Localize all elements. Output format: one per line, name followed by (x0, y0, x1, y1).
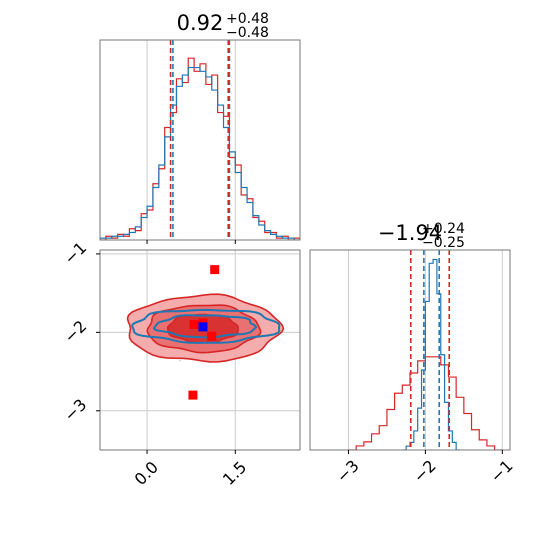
hist-blue-param-1 (100, 66, 300, 240)
title-param-2-value: −1.94 (378, 221, 442, 245)
joint-panel: 0.0 1.5 −1 −2 −3 (60, 238, 301, 489)
quantile-lines-param-2 (409, 250, 451, 450)
title-param-1-value: 0.92 (177, 11, 224, 35)
marker-blue (198, 322, 208, 332)
contour-blue-level (152, 314, 258, 339)
ytick-label: −3 (60, 395, 90, 425)
xtick-label: 0.0 (131, 458, 162, 489)
hist-red-param-1 (100, 57, 300, 240)
marginal-panel-param-2: −3 −2 −1 −1.94 +0.24 −0.25 (309, 221, 517, 486)
title-param-2-lower: −0.25 (422, 235, 465, 251)
xticks-top (146, 240, 236, 244)
frame-right (309, 249, 511, 451)
title-param-1-lower: −0.48 (226, 25, 269, 41)
title-param-1-upper: +0.48 (226, 11, 269, 27)
marker-red (207, 331, 217, 341)
title-param-2: −1.94 (378, 221, 442, 245)
ytick-label: −1 (60, 238, 90, 268)
xtick-label: −3 (333, 456, 363, 486)
quantile-lines-param-1 (169, 40, 231, 240)
sample-dot (178, 359, 181, 362)
xticks-right: −3 −2 −1 (333, 450, 517, 486)
marker-red (210, 265, 220, 275)
contour-blue-level (131, 308, 281, 344)
marker-red (188, 390, 198, 400)
title-param-1: 0.92 (177, 11, 224, 35)
xticks-joint: 0.0 1.5 (131, 450, 250, 489)
xtick-label: −1 (487, 456, 517, 486)
gridlines-top (146, 40, 236, 240)
xtick-label: −2 (410, 456, 440, 486)
xtick-label: 1.5 (219, 458, 250, 489)
frame-joint (99, 249, 301, 451)
marker-red (189, 320, 199, 330)
contours-blue (131, 308, 281, 344)
ytick-label: −2 (60, 317, 90, 347)
title-param-2-upper: +0.24 (422, 221, 465, 237)
marginal-panel-param-1: 0.92 +0.48 −0.48 (99, 11, 301, 244)
marker-points (188, 265, 220, 400)
yticks-joint: −1 −2 −3 (60, 238, 100, 425)
frame-top (99, 39, 301, 241)
